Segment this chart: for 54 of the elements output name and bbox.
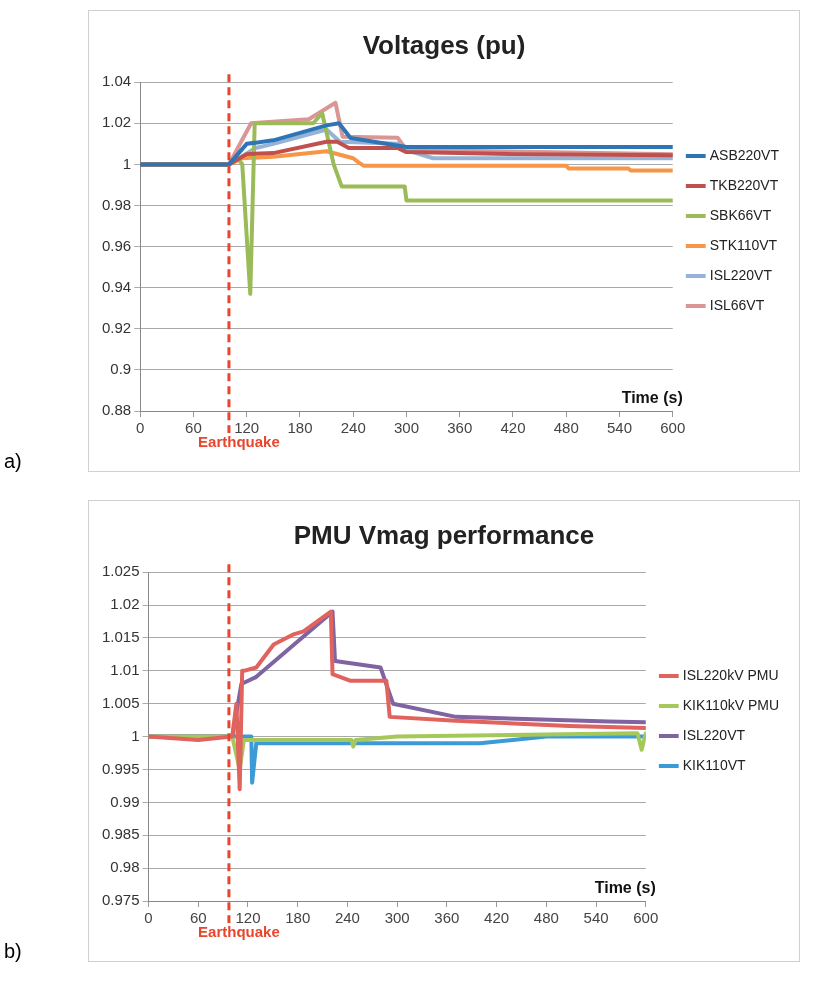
x-tick-label: 600 (633, 909, 659, 927)
legend-label: STK110VT (709, 236, 778, 253)
y-tick-label: 1.02 (110, 595, 140, 613)
x-tick-label: 240 (340, 419, 366, 437)
y-tick-label: 0.99 (110, 792, 140, 810)
x-tick-label: 180 (285, 909, 311, 927)
y-tick-label: 1.04 (101, 72, 132, 90)
x-tick-label: 300 (393, 419, 419, 437)
y-tick-label: 1 (131, 726, 140, 744)
text: b) (4, 940, 22, 963)
legend-label: KIK110kV PMU (682, 696, 780, 713)
x-tick-label: 480 (533, 909, 559, 927)
y-tick-label: 1.01 (110, 660, 140, 678)
chart-title: PMU Vmag performance (293, 519, 595, 550)
x-tick-label: 420 (500, 419, 526, 437)
x-tick-label: 420 (484, 909, 510, 927)
x-tick-label: 360 (447, 419, 473, 437)
y-tick-label: 1 (122, 154, 132, 172)
x-tick-label: 0 (144, 909, 153, 927)
y-tick-label: 1.025 (101, 562, 140, 580)
x-tick-label: 540 (606, 419, 632, 437)
y-tick-label: 0.96 (101, 236, 132, 254)
y-tick-label: 1.005 (101, 693, 140, 711)
y-tick-label: 0.94 (101, 277, 132, 295)
x-tick-label: 600 (660, 419, 686, 437)
y-tick-label: 1.015 (101, 628, 140, 646)
text: a) (4, 450, 22, 473)
x-tick-label: 540 (583, 909, 609, 927)
legend-label: ISL220VT (709, 266, 773, 283)
y-tick-label: 0.98 (101, 195, 132, 213)
y-tick-label: 0.995 (101, 759, 140, 777)
legend-label: ISL220kV PMU (682, 666, 779, 683)
legend-label: TKB220VT (709, 176, 779, 193)
x-axis-title: Time (s) (621, 389, 683, 407)
y-tick-label: 0.98 (110, 858, 140, 876)
x-tick-label: 180 (287, 419, 313, 437)
x-tick-label: 0 (136, 419, 145, 437)
x-tick-label: 480 (553, 419, 579, 437)
y-tick-label: 0.985 (101, 825, 140, 843)
legend-label: ISL66VT (709, 296, 765, 313)
y-tick-label: 0.975 (101, 891, 140, 909)
chart-title: Voltages (pu) (362, 29, 526, 60)
x-tick-label: 240 (334, 909, 360, 927)
x-tick-label: 300 (384, 909, 410, 927)
y-tick-label: 0.9 (110, 360, 132, 378)
x-axis-title: Time (s) (594, 879, 656, 897)
y-tick-label: 0.88 (101, 401, 132, 419)
x-tick-label: 360 (434, 909, 460, 927)
legend-label: KIK110VT (682, 756, 746, 773)
y-tick-label: 0.92 (101, 318, 132, 336)
legend-label: ASB220VT (709, 146, 780, 163)
legend-label: ISL220VT (682, 726, 746, 743)
legend-label: SBK66VT (709, 206, 772, 223)
y-tick-label: 1.02 (101, 113, 132, 131)
